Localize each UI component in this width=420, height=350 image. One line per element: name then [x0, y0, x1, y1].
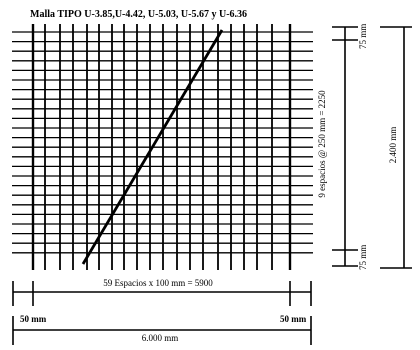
total-length-label: 6.000 mm	[142, 333, 179, 343]
mesh-grid	[12, 24, 313, 270]
length-spacing-dimension	[32, 281, 291, 306]
end-right-label: 50 mm	[280, 314, 307, 324]
height-spacing-label: 9 espacios @ 250 mm = 2250	[317, 90, 327, 198]
end-top-label: 75 mm	[358, 24, 368, 49]
inner-height-dimension	[332, 26, 358, 267]
figure-title: Malla TIPO U-3.85,U-4.42, U-5.03, U-5.67…	[30, 9, 247, 20]
length-spacing-label: 59 Espacios x 100 mm = 5900	[103, 278, 213, 288]
end-offset-dimension	[12, 281, 312, 306]
end-left-label: 50 mm	[20, 314, 47, 324]
section-cut-line	[81, 29, 224, 265]
end-bottom-label: 75 mm	[358, 245, 368, 270]
total-height-label: 2.400 mm	[388, 127, 398, 164]
total-height-dimension	[380, 26, 412, 269]
total-length-dimension	[12, 316, 312, 345]
